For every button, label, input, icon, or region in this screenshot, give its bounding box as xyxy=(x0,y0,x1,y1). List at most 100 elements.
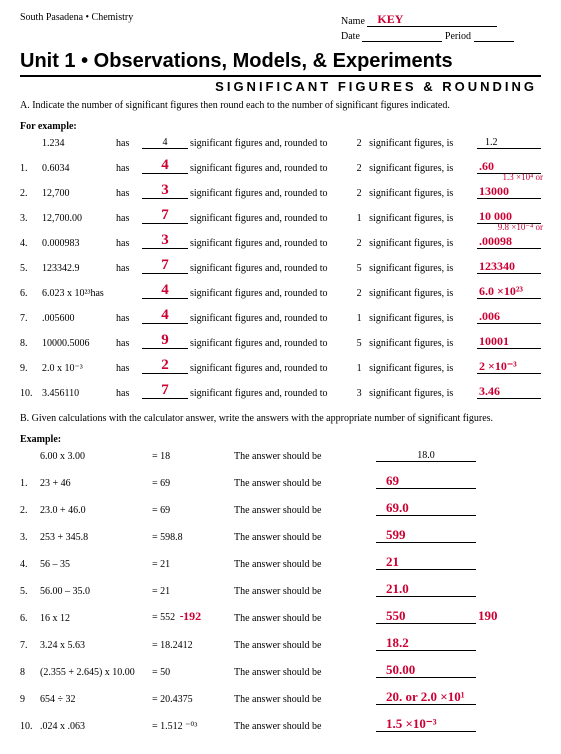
subtitle: SIGNIFICANT FIGURES & ROUNDING xyxy=(20,79,541,94)
row-number: 4. xyxy=(20,559,38,570)
sigfig-row: 7..005600has4significant figures and, ro… xyxy=(20,307,541,324)
calc-row: 10..024 x .063= 1.512 ⁻⁰³The answer shou… xyxy=(20,715,541,732)
sigfig-row: 4.0.000983has3significant figures and, r… xyxy=(20,232,541,249)
date-blank xyxy=(362,27,442,42)
name-blank: KEY xyxy=(367,12,497,27)
extra-note: 190 xyxy=(478,608,538,624)
row-text-mid: significant figures and, rounded to xyxy=(190,138,349,149)
example-label-a: For example: xyxy=(20,121,541,132)
answer-blank: 50.00 xyxy=(376,661,476,678)
sigfig-blank: 7 xyxy=(142,257,188,274)
row-text-mid: significant figures and, rounded to xyxy=(190,363,349,374)
row-number: 7. xyxy=(20,640,38,651)
answer-blank: 1.2 xyxy=(477,132,541,149)
row-value: .005600 xyxy=(42,313,114,324)
row-text-mid: significant figures and, rounded to xyxy=(190,213,349,224)
row-number: 5. xyxy=(20,586,38,597)
round-to: 3 xyxy=(351,388,367,399)
round-to: 5 xyxy=(351,338,367,349)
page-header: South Pasadena • Chemistry Name KEY Date… xyxy=(20,12,541,42)
answer-blank: 599 xyxy=(376,526,476,543)
sigfig-blank: 4 xyxy=(142,282,188,299)
name-label: Name xyxy=(341,16,365,27)
example-label-b: Example: xyxy=(20,434,541,445)
answer-blank: 69 xyxy=(376,472,476,489)
round-to: 5 xyxy=(351,263,367,274)
calc-result: = 20.4375 xyxy=(152,694,232,705)
title-rule xyxy=(20,75,541,77)
round-to: 2 xyxy=(351,188,367,199)
sigfig-row: 5.123342.9has7significant figures and, r… xyxy=(20,257,541,274)
row-number: 10. xyxy=(20,721,38,732)
row-number: 4. xyxy=(20,238,40,249)
row-has: has xyxy=(116,263,140,274)
row-text-mid: significant figures and, rounded to xyxy=(190,288,349,299)
expression: 3.24 x 5.63 xyxy=(40,640,150,651)
sigfig-blank: 3 xyxy=(142,182,188,199)
row-number: 6. xyxy=(20,288,40,299)
row-number: 8 xyxy=(20,667,38,678)
row-has: has xyxy=(116,188,140,199)
row-number: 1. xyxy=(20,163,40,174)
expression: 56.00 – 35.0 xyxy=(40,586,150,597)
round-to: 1 xyxy=(351,213,367,224)
section-b-rows: 6.00 x 3.00= 18The answer should be18.01… xyxy=(20,445,541,732)
calc-row: 7.3.24 x 5.63= 18.2412The answer should … xyxy=(20,634,541,651)
period-blank xyxy=(474,27,514,42)
side-note: 9.8 ×10⁻⁴ or xyxy=(498,222,543,233)
row-has: has xyxy=(116,388,140,399)
row-text-mid: significant figures and, rounded to xyxy=(190,188,349,199)
row-text-mid: significant figures and, rounded to xyxy=(190,238,349,249)
row-text-end: significant figures, is xyxy=(369,288,475,299)
sigfig-row: 3.12,700.00has7significant figures and, … xyxy=(20,207,541,224)
row-number: 3. xyxy=(20,532,38,543)
sigfig-blank: 9 xyxy=(142,332,188,349)
calc-result: = 598.8 xyxy=(152,532,232,543)
answer-blank: 13000 xyxy=(477,182,541,199)
calc-row: 1.23 + 46= 69The answer should be69 xyxy=(20,472,541,489)
answer-blank: 3.46 xyxy=(477,382,541,399)
row-number: 6. xyxy=(20,613,38,624)
name-value: KEY xyxy=(377,12,403,27)
row-number: 2. xyxy=(20,188,40,199)
row-number: 2. xyxy=(20,505,38,516)
row-has: has xyxy=(116,363,140,374)
row-text-mid: significant figures and, rounded to xyxy=(190,338,349,349)
sigfig-row: 9.2.0 x 10⁻³has2significant figures and,… xyxy=(20,357,541,374)
expression: .024 x .063 xyxy=(40,721,150,732)
expression: 654 ÷ 32 xyxy=(40,694,150,705)
row-text-end: significant figures, is xyxy=(369,238,475,249)
calc-result: = 1.512 ⁻⁰³ xyxy=(152,721,232,732)
row-text-end: significant figures, is xyxy=(369,138,475,149)
calc-result: = 18 xyxy=(152,451,232,462)
row-value: 6.023 x 10²³has xyxy=(42,288,114,299)
row-number: 8. xyxy=(20,338,40,349)
answer-blank: .006 xyxy=(477,307,541,324)
answer-blank: 6.0 ×10²³ xyxy=(477,282,541,299)
row-number: 10. xyxy=(20,388,40,399)
calc-result: = 21 xyxy=(152,559,232,570)
row-text-end: significant figures, is xyxy=(369,388,475,399)
answer-label: The answer should be xyxy=(234,586,374,597)
row-has: has xyxy=(116,138,140,149)
answer-blank: .00098 xyxy=(477,232,541,249)
answer-blank: 21 xyxy=(376,553,476,570)
row-number: 9 xyxy=(20,694,38,705)
row-text-end: significant figures, is xyxy=(369,338,475,349)
calc-result: = 69 xyxy=(152,478,232,489)
sigfig-row: 1.234has4significant figures and, rounde… xyxy=(20,132,541,149)
course-label: South Pasadena • Chemistry xyxy=(20,12,133,42)
row-text-mid: significant figures and, rounded to xyxy=(190,388,349,399)
row-text-end: significant figures, is xyxy=(369,263,475,274)
calc-row: 2.23.0 + 46.0= 69The answer should be69.… xyxy=(20,499,541,516)
round-to: 2 xyxy=(351,288,367,299)
row-has: has xyxy=(116,238,140,249)
sigfig-blank: 3 xyxy=(142,232,188,249)
row-text-mid: significant figures and, rounded to xyxy=(190,163,349,174)
answer-label: The answer should be xyxy=(234,478,374,489)
answer-blank: 2 ×10⁻³ xyxy=(477,357,541,374)
expression: 23.0 + 46.0 xyxy=(40,505,150,516)
answer-label: The answer should be xyxy=(234,613,374,624)
answer-blank: 1.5 ×10⁻³ xyxy=(376,715,476,732)
answer-label: The answer should be xyxy=(234,559,374,570)
